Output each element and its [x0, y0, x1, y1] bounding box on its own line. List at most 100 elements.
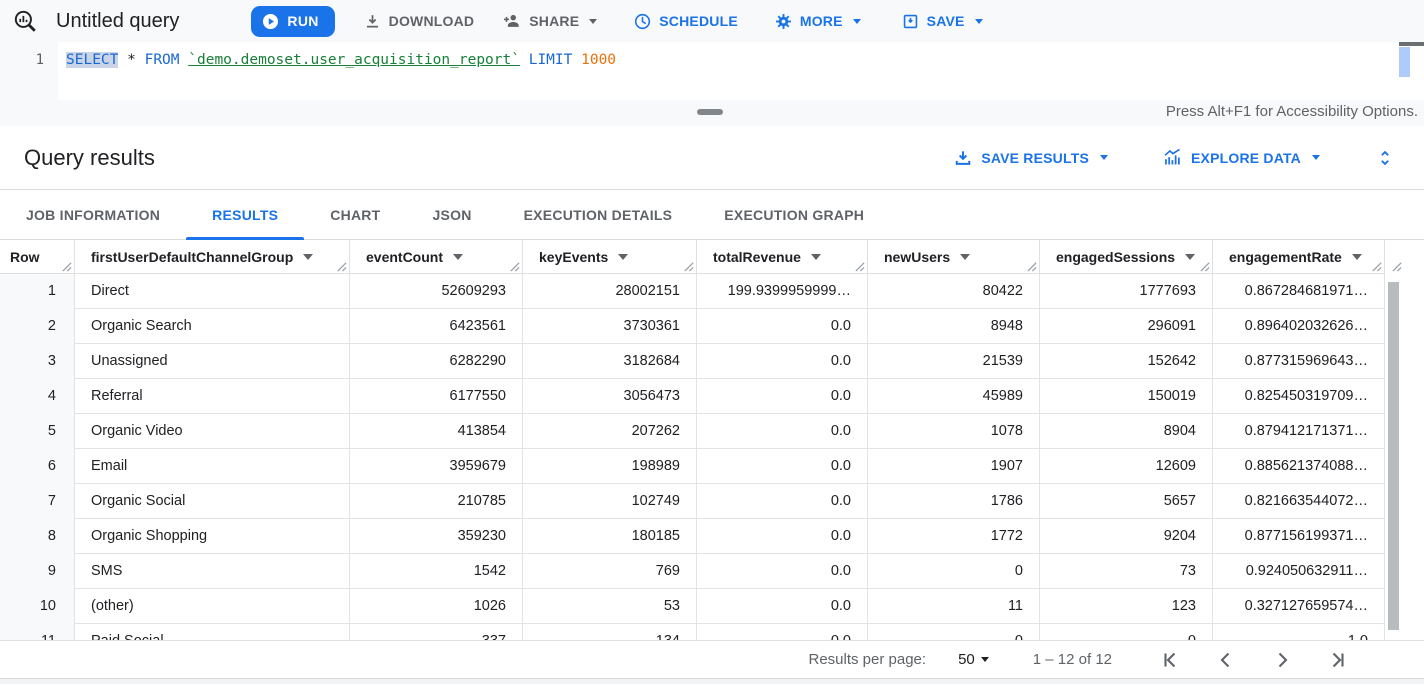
cell-newUsers: 8948 — [868, 309, 1040, 344]
cell-eventCount: 210785 — [350, 484, 523, 519]
cell-row: 6 — [0, 449, 75, 484]
column-menu-icon[interactable] — [618, 254, 629, 260]
column-resize-handle[interactable] — [683, 261, 694, 272]
column-resize-handle[interactable] — [1391, 261, 1402, 272]
cell-eventCount: 413854 — [350, 414, 523, 449]
cell-eventCount: 1026 — [350, 589, 523, 624]
tab-execution-graph[interactable]: EXECUTION GRAPH — [724, 206, 865, 223]
last-page-button[interactable] — [1326, 648, 1350, 672]
column-menu-icon[interactable] — [810, 254, 821, 260]
cell-row: 8 — [0, 519, 75, 554]
cell-engagementRate: 0.877156199371… — [1213, 519, 1385, 554]
column-menu-icon[interactable] — [1185, 254, 1196, 260]
panel-resize-handle[interactable] — [697, 109, 723, 115]
editor-status-strip: Press Alt+F1 for Accessibility Options. — [0, 100, 1424, 126]
cell-newUsers: 45989 — [868, 379, 1040, 414]
cell-firstUserDefaultChannelGroup: Organic Search — [75, 309, 350, 344]
schedule-button[interactable]: SCHEDULE — [633, 12, 738, 31]
first-page-icon — [1164, 652, 1176, 667]
tab-json[interactable]: JSON — [432, 206, 472, 223]
results-per-page-label: Results per page: — [808, 651, 927, 668]
editor-scrollbar-thumb[interactable] — [1399, 47, 1410, 77]
cell-engagedSessions: 8904 — [1040, 414, 1213, 449]
column-header-eventCount[interactable]: eventCount — [350, 240, 523, 274]
cell-totalRevenue: 199.9399959999… — [697, 274, 868, 309]
previous-page-button[interactable] — [1214, 648, 1238, 672]
column-header-firstUserDefaultChannelGroup[interactable]: firstUserDefaultChannelGroup — [75, 240, 350, 274]
column-resize-handle[interactable] — [336, 261, 347, 272]
column-label: eventCount — [366, 249, 443, 265]
cell-engagementRate: 0.825450319709… — [1213, 379, 1385, 414]
cell-keyEvents: 198989 — [523, 449, 697, 484]
cell-keyEvents: 3056473 — [523, 379, 697, 414]
cell-keyEvents: 102749 — [523, 484, 697, 519]
page-range-label: 1 – 12 of 12 — [1032, 651, 1112, 668]
more-button[interactable]: MORE — [774, 12, 861, 31]
share-button[interactable]: SHARE — [502, 11, 598, 31]
cell-firstUserDefaultChannelGroup: Referral — [75, 379, 350, 414]
cell-keyEvents: 3182684 — [523, 344, 697, 379]
download-button[interactable]: DOWNLOAD — [363, 12, 475, 31]
column-resize-handle[interactable] — [509, 261, 520, 272]
query-title[interactable]: Untitled query — [56, 9, 180, 32]
sql-editor[interactable]: 1 SELECT * FROM `demo.demoset.user_acqui… — [0, 42, 1424, 100]
sql-keyword-from: FROM — [144, 52, 180, 68]
column-header-engagementRate[interactable]: engagementRate — [1213, 240, 1385, 274]
cell-row: 2 — [0, 309, 75, 344]
table-row: 10 (other) 1026 53 0.0 11 123 0.327127659574… — [0, 589, 1385, 624]
table-header-row: Row firstUserDefaultChannelGroup eventCoun… — [0, 240, 1385, 274]
column-header-engagedSessions[interactable]: engagedSessions — [1040, 240, 1213, 274]
column-resize-handle[interactable] — [1199, 261, 1210, 272]
table-row: 2 Organic Search 6423561 3730361 0.0 8948 2960… — [0, 309, 1385, 344]
column-header-totalRevenue[interactable]: totalRevenue — [697, 240, 868, 274]
cell-keyEvents: 769 — [523, 554, 697, 589]
column-header-keyEvents[interactable]: keyEvents — [523, 240, 697, 274]
column-menu-icon[interactable] — [1351, 254, 1362, 260]
next-page-button[interactable] — [1270, 648, 1294, 672]
column-resize-handle[interactable] — [1026, 261, 1037, 272]
cell-totalRevenue: 0.0 — [697, 414, 868, 449]
cell-firstUserDefaultChannelGroup: Direct — [75, 274, 350, 309]
save-button[interactable]: SAVE — [901, 12, 983, 31]
chevron-down-icon — [980, 657, 989, 662]
column-menu-icon[interactable] — [303, 254, 314, 260]
run-button[interactable]: RUN — [251, 5, 335, 37]
cell-totalRevenue: 0.0 — [697, 554, 868, 589]
sql-table-reference[interactable]: `demo.demoset.user_acquisition_report` — [188, 52, 520, 68]
cell-newUsers: 80422 — [868, 274, 1040, 309]
cell-engagedSessions: 123 — [1040, 589, 1213, 624]
column-header-row[interactable]: Row — [0, 240, 75, 274]
table-vertical-scrollbar[interactable] — [1385, 240, 1424, 640]
cell-engagedSessions: 1777693 — [1040, 274, 1213, 309]
first-page-button[interactable] — [1158, 648, 1182, 672]
column-menu-icon[interactable] — [960, 254, 971, 260]
table-scrollbar-thumb[interactable] — [1388, 282, 1399, 630]
clock-icon — [635, 13, 651, 29]
tab-job-information[interactable]: JOB INFORMATION — [26, 206, 161, 223]
sql-number-literal: 1000 — [581, 52, 617, 68]
column-resize-handle[interactable] — [854, 261, 865, 272]
save-results-button[interactable]: SAVE RESULTS — [953, 148, 1108, 168]
cell-engagementRate: 0.896402032626… — [1213, 309, 1385, 344]
tab-results[interactable]: RESULTS — [186, 190, 305, 240]
page-size-select[interactable]: 50 — [958, 651, 989, 668]
cell-firstUserDefaultChannelGroup: Paid Social — [75, 624, 350, 640]
query-results-header: Query results SAVE RESULTS EXPLORE DATA — [0, 126, 1424, 190]
expand-panel-button[interactable] — [1374, 147, 1396, 169]
tab-chart[interactable]: CHART — [330, 206, 381, 223]
cell-engagedSessions: 296091 — [1040, 309, 1213, 344]
column-label: engagementRate — [1229, 249, 1342, 265]
column-menu-icon[interactable] — [453, 254, 463, 260]
person-add-icon — [504, 14, 519, 27]
sql-code-line[interactable]: SELECT * FROM `demo.demoset.user_acquisi… — [58, 42, 616, 100]
cell-keyEvents: 3730361 — [523, 309, 697, 344]
explore-data-button[interactable]: EXPLORE DATA — [1162, 147, 1320, 168]
cell-newUsers: 1078 — [868, 414, 1040, 449]
column-header-newUsers[interactable]: newUsers — [868, 240, 1040, 274]
column-resize-handle[interactable] — [1371, 261, 1382, 272]
table-row: 1 Direct 52609293 28002151 199.9399959999… 80… — [0, 274, 1385, 309]
column-resize-handle[interactable] — [61, 261, 72, 272]
cell-totalRevenue: 0.0 — [697, 309, 868, 344]
tab-execution-details[interactable]: EXECUTION DETAILS — [523, 206, 673, 223]
cell-engagedSessions: 152642 — [1040, 344, 1213, 379]
